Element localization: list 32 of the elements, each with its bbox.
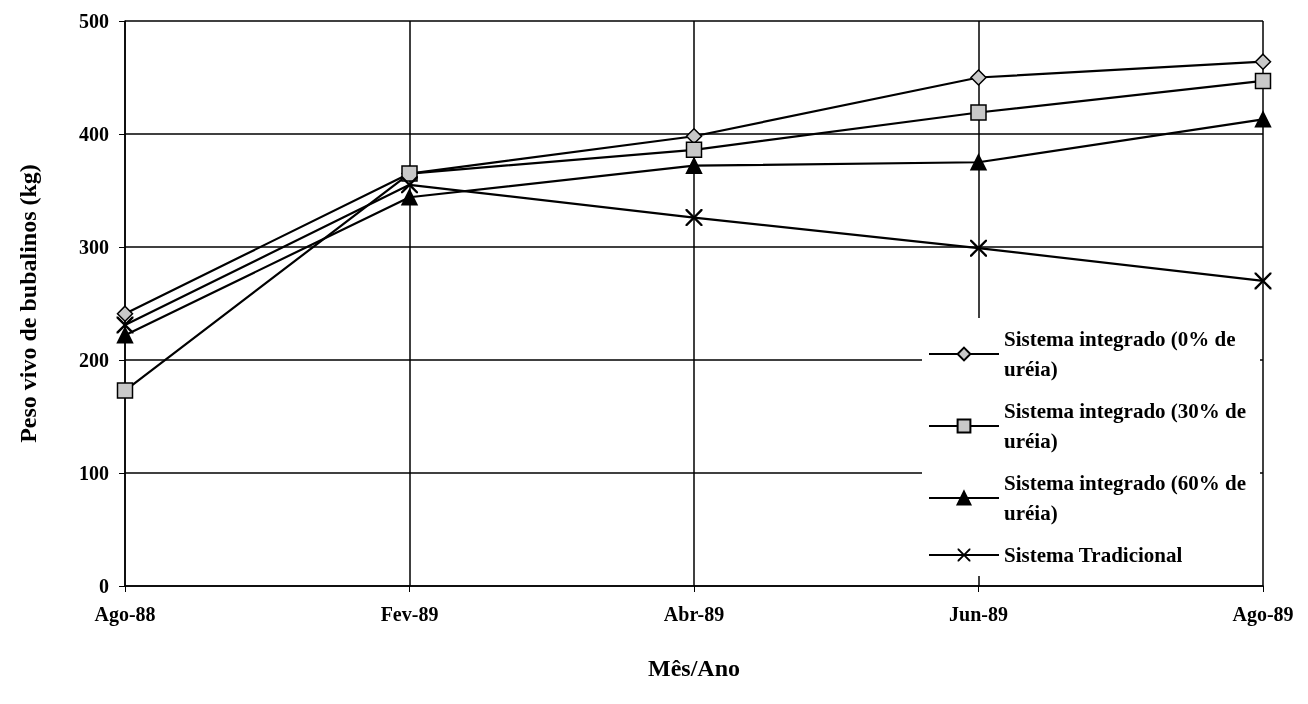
y-tick-label: 100 bbox=[79, 462, 109, 484]
point bbox=[1254, 111, 1272, 128]
x-tick-label: Ago-89 bbox=[1232, 603, 1294, 626]
point bbox=[401, 176, 418, 194]
y-tick-label: 300 bbox=[79, 236, 109, 258]
legend-label: Sistema integrado (60% de uréia) bbox=[1004, 471, 1252, 525]
x-axis-title: Mês/Ano bbox=[648, 655, 740, 681]
x-tick-label: Abr-89 bbox=[663, 603, 725, 625]
x-tick-label: Fev-89 bbox=[380, 603, 439, 625]
point bbox=[970, 239, 987, 257]
point bbox=[970, 104, 987, 121]
y-tick-label: 200 bbox=[79, 349, 109, 371]
y-tick-label: 0 bbox=[99, 575, 109, 597]
point bbox=[685, 209, 703, 227]
x-tick-label: Jun-89 bbox=[949, 603, 1008, 625]
y-tick-label: 500 bbox=[79, 10, 109, 32]
legend-label: Sistema Tradicional bbox=[1004, 543, 1183, 567]
point bbox=[685, 141, 703, 159]
point bbox=[401, 189, 418, 206]
point bbox=[685, 157, 703, 174]
y-tick-label: 400 bbox=[79, 123, 109, 145]
point bbox=[1254, 53, 1272, 70]
legend-label: Sistema integrado (0% de uréia) bbox=[1004, 327, 1241, 381]
point bbox=[116, 382, 134, 399]
point bbox=[970, 69, 987, 86]
legend-label: Sistema integrado (30% de uréia) bbox=[1004, 399, 1252, 453]
point bbox=[116, 305, 134, 322]
point bbox=[116, 326, 134, 344]
x-tick-label: Ago-88 bbox=[94, 603, 156, 626]
point bbox=[970, 154, 987, 171]
y-axis-title: Peso vivo de bubalinos (kg) bbox=[15, 164, 41, 443]
point bbox=[1254, 72, 1272, 90]
